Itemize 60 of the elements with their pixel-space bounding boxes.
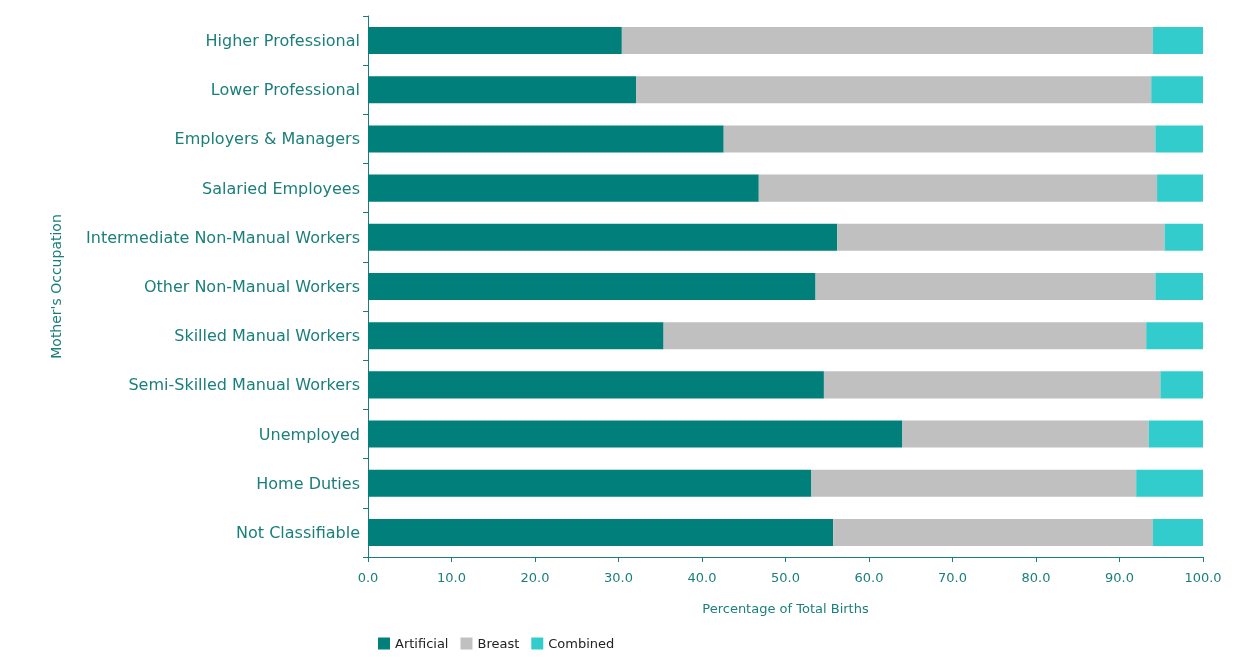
bar: [368, 322, 664, 350]
bar: [1148, 420, 1203, 448]
bar: [823, 371, 1161, 399]
bar: [1164, 223, 1203, 251]
bar: [368, 76, 637, 104]
bar: [368, 420, 903, 448]
bar: [815, 272, 1156, 301]
bar: [833, 518, 1153, 546]
y-tick-label: Higher Professional: [205, 31, 360, 51]
bar: [758, 174, 1158, 202]
bar: [1155, 125, 1203, 153]
x-tick-label: 50.0: [771, 570, 800, 585]
y-axis-title: Mother's Occupation: [48, 214, 64, 359]
legend-label: Artificial: [395, 636, 449, 651]
bar: [1152, 27, 1203, 55]
bar: [368, 223, 838, 251]
y-tick-label: Home Duties: [256, 473, 360, 493]
bar: [1157, 174, 1203, 202]
bar: [902, 420, 1149, 448]
bar: [368, 371, 824, 399]
bar: [811, 469, 1137, 497]
y-tick-label: Semi-Skilled Manual Workers: [128, 375, 360, 395]
bar: [368, 518, 834, 546]
x-tick-label: 70.0: [938, 570, 967, 585]
bar: [1151, 76, 1203, 104]
bar: [1155, 272, 1203, 301]
x-tick-label: 30.0: [604, 570, 633, 585]
bar: [621, 27, 1153, 55]
bar: [1160, 371, 1203, 399]
bar: [368, 469, 812, 497]
bar: [663, 322, 1147, 350]
bar: [1152, 518, 1203, 546]
bar: [368, 27, 622, 55]
y-tick-label: Unemployed: [258, 424, 360, 444]
y-tick-label: Salaried Employees: [202, 178, 360, 198]
bar: [1146, 322, 1203, 350]
bar: [1136, 469, 1203, 497]
bar: [837, 223, 1165, 251]
x-tick-label: 40.0: [687, 570, 717, 585]
y-tick-label: Lower Professional: [210, 80, 360, 100]
y-tick-label: Intermediate Non-Manual Workers: [86, 227, 360, 247]
x-tick-label: 80.0: [1021, 570, 1051, 585]
x-tick-label: 60.0: [854, 570, 884, 585]
bar: [368, 174, 759, 202]
y-tick-label: Employers & Managers: [174, 129, 360, 149]
x-tick-label: 0.0: [357, 570, 379, 585]
bar: [368, 125, 724, 153]
x-tick-label: 20.0: [520, 570, 550, 585]
x-tick-label: 10.0: [437, 570, 466, 585]
bar: [368, 272, 816, 301]
x-axis-title: Percentage of Total Births: [702, 601, 869, 616]
legend-label: Combined: [548, 636, 615, 651]
y-tick-label: Skilled Manual Workers: [174, 326, 360, 346]
x-tick-label: 100.0: [1184, 570, 1222, 585]
y-tick-label: Not Classifiable: [236, 522, 360, 542]
bar: [723, 125, 1156, 153]
x-tick-label: 90.0: [1105, 570, 1134, 585]
bar: [636, 76, 1152, 104]
y-tick-label: Other Non-Manual Workers: [143, 277, 360, 296]
legend-label: Breast: [477, 636, 520, 651]
